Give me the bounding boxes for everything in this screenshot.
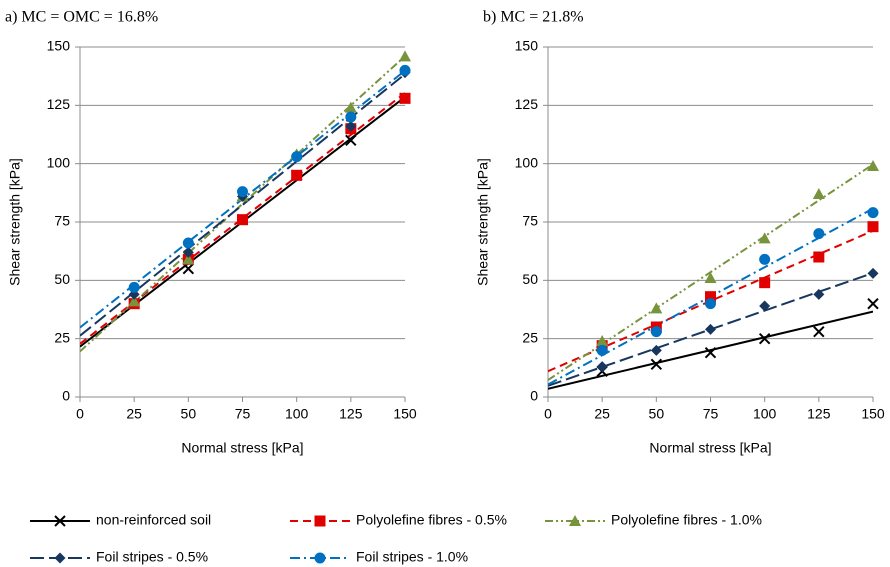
x-tick-label: 150 — [861, 406, 885, 422]
data-point — [813, 288, 825, 300]
data-point — [650, 302, 663, 314]
legend-marker — [314, 515, 326, 527]
data-point — [704, 346, 717, 359]
x-tick-label: 50 — [649, 406, 665, 422]
data-point — [291, 151, 303, 163]
trendline — [548, 310, 873, 390]
legend-marker — [54, 552, 66, 564]
data-point — [867, 267, 879, 279]
data-point — [867, 297, 879, 310]
trendline — [80, 73, 405, 337]
legend-label: Polyolefine fibres - 1.0% — [611, 512, 762, 528]
data-point — [182, 262, 195, 275]
y-tick-label: 75 — [54, 213, 70, 229]
x-tick-label: 125 — [339, 406, 363, 422]
legend-marker — [54, 515, 66, 527]
data-point — [704, 272, 717, 283]
data-point — [812, 188, 825, 199]
x-tick-label: 100 — [753, 406, 777, 422]
x-tick-label: 50 — [181, 406, 197, 422]
y-tick-label: 125 — [515, 96, 539, 112]
data-point — [182, 253, 195, 265]
chart-title: a) MC = OMC = 16.8% — [5, 9, 158, 26]
data-point — [758, 332, 771, 345]
x-tick-label: 100 — [285, 406, 309, 422]
y-tick-label: 75 — [522, 213, 538, 229]
data-point — [705, 291, 716, 303]
data-point — [759, 277, 771, 289]
data-point — [182, 237, 194, 249]
y-tick-label: 125 — [47, 96, 71, 112]
data-point — [291, 169, 303, 181]
y-tick-label: 50 — [522, 271, 538, 287]
y-tick-label: 100 — [515, 154, 539, 170]
x-tick-label: 75 — [703, 406, 719, 422]
data-point — [867, 160, 879, 171]
data-point — [596, 361, 608, 373]
data-point — [705, 298, 716, 310]
y-tick-label: 150 — [47, 38, 71, 54]
data-point — [182, 246, 194, 258]
y-axis-label: Shear strength [kPa] — [475, 158, 491, 286]
data-point — [867, 207, 879, 219]
data-point — [399, 92, 411, 104]
data-point — [399, 50, 411, 62]
data-point — [650, 358, 663, 371]
data-point — [345, 134, 357, 147]
x-tick-label: 25 — [126, 406, 142, 422]
data-point — [237, 214, 248, 226]
data-point — [345, 111, 357, 123]
data-point — [345, 120, 357, 132]
data-point — [813, 325, 825, 338]
y-tick-label: 100 — [47, 154, 71, 170]
x-tick-label: 25 — [594, 406, 610, 422]
legend-marker — [569, 515, 581, 526]
x-tick-label: 150 — [393, 406, 417, 422]
data-point — [399, 64, 411, 76]
chart-title: b) MC = 21.8% — [483, 9, 584, 26]
data-point — [650, 326, 662, 338]
y-tick-label: 25 — [522, 329, 538, 345]
data-point — [813, 251, 825, 263]
x-tick-label: 75 — [235, 406, 251, 422]
x-tick-label: 125 — [807, 406, 831, 422]
data-point — [596, 335, 609, 346]
data-point — [867, 221, 879, 233]
data-point — [758, 232, 771, 244]
x-tick-label: 0 — [544, 406, 552, 422]
y-axis-label: Shear strength [kPa] — [7, 158, 23, 286]
data-point — [237, 186, 248, 198]
data-point — [128, 295, 141, 307]
data-point — [705, 323, 716, 335]
legend-marker — [314, 552, 326, 564]
data-point — [650, 344, 662, 356]
legend-label: Foil stripes - 1.0% — [356, 549, 468, 565]
y-tick-label: 25 — [54, 329, 70, 345]
y-tick-label: 0 — [530, 388, 538, 404]
x-tick-label: 0 — [76, 406, 84, 422]
data-point — [128, 281, 140, 293]
data-point — [759, 300, 771, 312]
y-tick-label: 50 — [54, 271, 70, 287]
legend-label: Polyolefine fibres - 0.5% — [356, 512, 507, 528]
data-point — [813, 228, 825, 240]
legend-label: non-reinforced soil — [96, 512, 211, 528]
y-tick-label: 150 — [515, 38, 539, 54]
y-tick-label: 0 — [62, 388, 70, 404]
x-axis-label: Normal stress [kPa] — [181, 440, 303, 456]
data-point — [759, 253, 771, 265]
data-point — [344, 101, 357, 113]
legend-label: Foil stripes - 0.5% — [96, 549, 208, 565]
data-point — [596, 344, 608, 356]
x-axis-label: Normal stress [kPa] — [649, 440, 771, 456]
